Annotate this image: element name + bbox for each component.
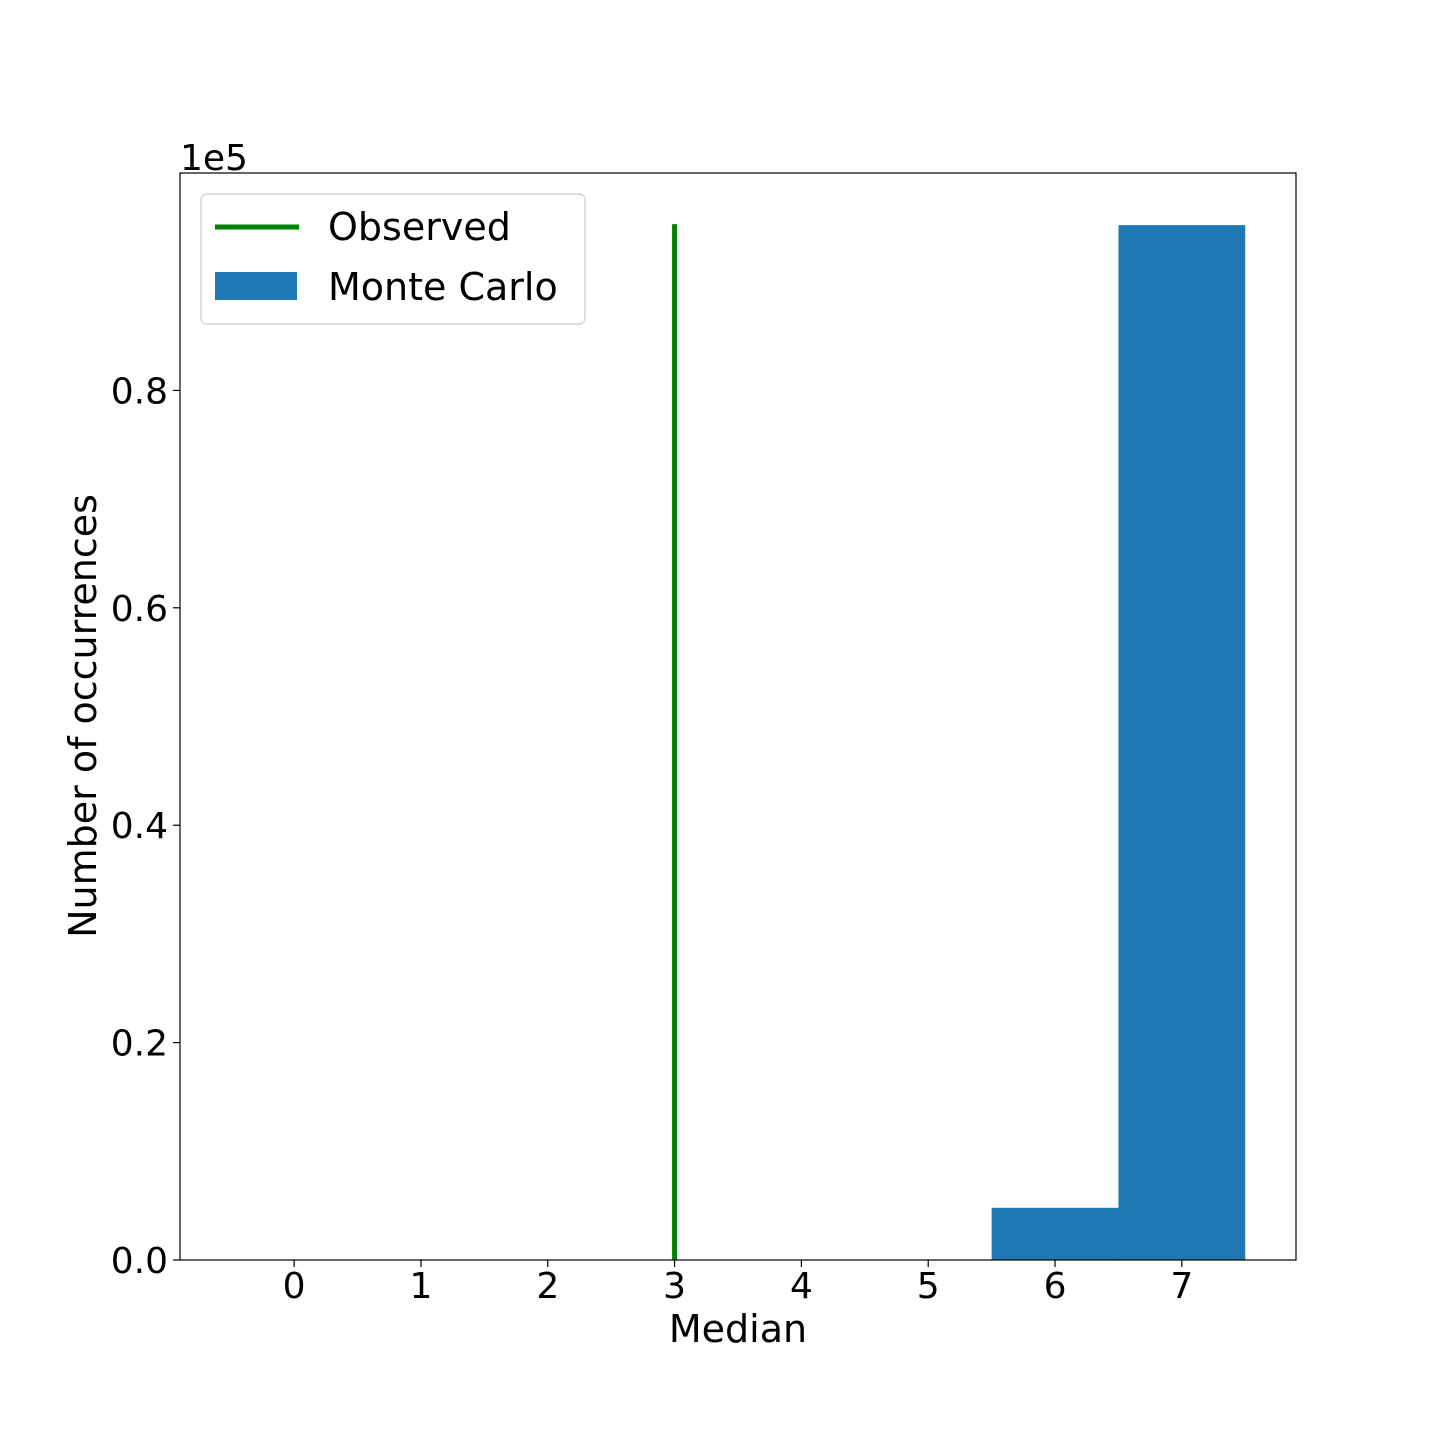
- x-axis-label: Median: [669, 1307, 807, 1351]
- y-axis: 0.0 0.2 0.4 0.6 0.8: [111, 371, 180, 1282]
- y-offset-label: 1e5: [180, 138, 248, 179]
- legend-monte-carlo-swatch: [215, 272, 297, 300]
- legend-observed-label: Observed: [328, 205, 511, 249]
- y-tick-label-1: 0.2: [111, 1024, 168, 1065]
- x-tick-label-4: 4: [790, 1266, 813, 1307]
- y-tick-label-2: 0.4: [111, 806, 168, 847]
- x-axis: 0 1 2 3 4 5 6 7: [283, 1260, 1193, 1307]
- x-tick-label-1: 1: [410, 1266, 433, 1307]
- x-tick-label-5: 5: [917, 1266, 940, 1307]
- legend-monte-carlo-label: Monte Carlo: [328, 265, 558, 309]
- histogram-bar-0: [991, 1207, 1119, 1260]
- y-tick-label-4: 0.8: [111, 371, 168, 412]
- y-tick-label-0: 0.0: [111, 1241, 168, 1282]
- x-tick-label-0: 0: [283, 1266, 306, 1307]
- y-tick-label-3: 0.6: [111, 589, 168, 630]
- x-tick-label-3: 3: [663, 1266, 686, 1307]
- y-axis-label: Number of occurrences: [61, 494, 105, 938]
- plot-area-background: [180, 173, 1296, 1260]
- x-tick-label-2: 2: [536, 1266, 559, 1307]
- legend: Observed Monte Carlo: [200, 193, 586, 325]
- x-tick-label-6: 6: [1044, 1266, 1067, 1307]
- bars-layer: [991, 225, 1246, 1260]
- plot-frame: [179, 172, 1297, 1261]
- histogram-bar-1: [1118, 225, 1246, 1260]
- x-tick-label-7: 7: [1170, 1266, 1193, 1307]
